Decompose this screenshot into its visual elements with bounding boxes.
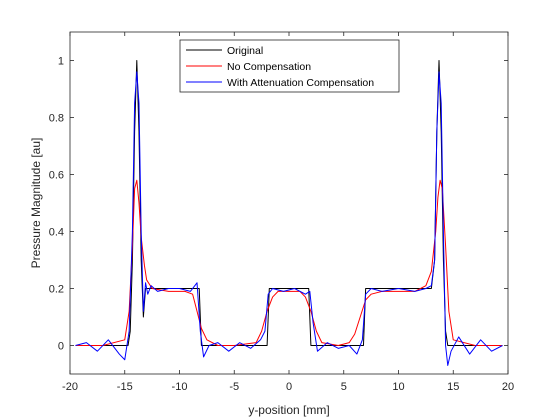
y-axis-label: Pressure Magnitude [au] — [29, 138, 43, 269]
legend: Original No Compensation With Attenuatio… — [179, 39, 400, 93]
x-tick-label: -5 — [229, 381, 239, 393]
x-tick-label: -20 — [62, 381, 78, 393]
x-tick-label: 20 — [502, 381, 514, 393]
y-tick-label: 1 — [58, 56, 64, 68]
tick-layer: -20 -15 -10 -5 0 5 10 15 20 0 0.2 0.4 0.6 0.8 1 — [49, 32, 514, 393]
x-tick-label: 5 — [341, 381, 347, 393]
y-tick-label: 0 — [58, 341, 64, 353]
x-tick-label: 15 — [447, 381, 459, 393]
x-tick-label: -15 — [117, 381, 133, 393]
y-tick-label: 0.4 — [49, 227, 64, 239]
legend-label-original: Original — [227, 45, 263, 57]
y-tick-label: 0.6 — [49, 170, 64, 182]
x-tick-label: -10 — [172, 381, 188, 393]
x-tick-label: 10 — [392, 381, 404, 393]
y-tick-label: 0.8 — [49, 113, 64, 125]
series-line-1 — [75, 179, 503, 346]
y-tick-label: 0.2 — [49, 284, 64, 296]
legend-label-no-compensation: No Compensation — [227, 61, 311, 73]
series-layer — [75, 60, 503, 366]
series-line-2 — [75, 71, 503, 366]
x-tick-label: 0 — [286, 381, 292, 393]
x-axis-label: y-position [mm] — [248, 403, 329, 417]
legend-label-attenuation-compensation: With Attenuation Compensation — [227, 77, 374, 89]
